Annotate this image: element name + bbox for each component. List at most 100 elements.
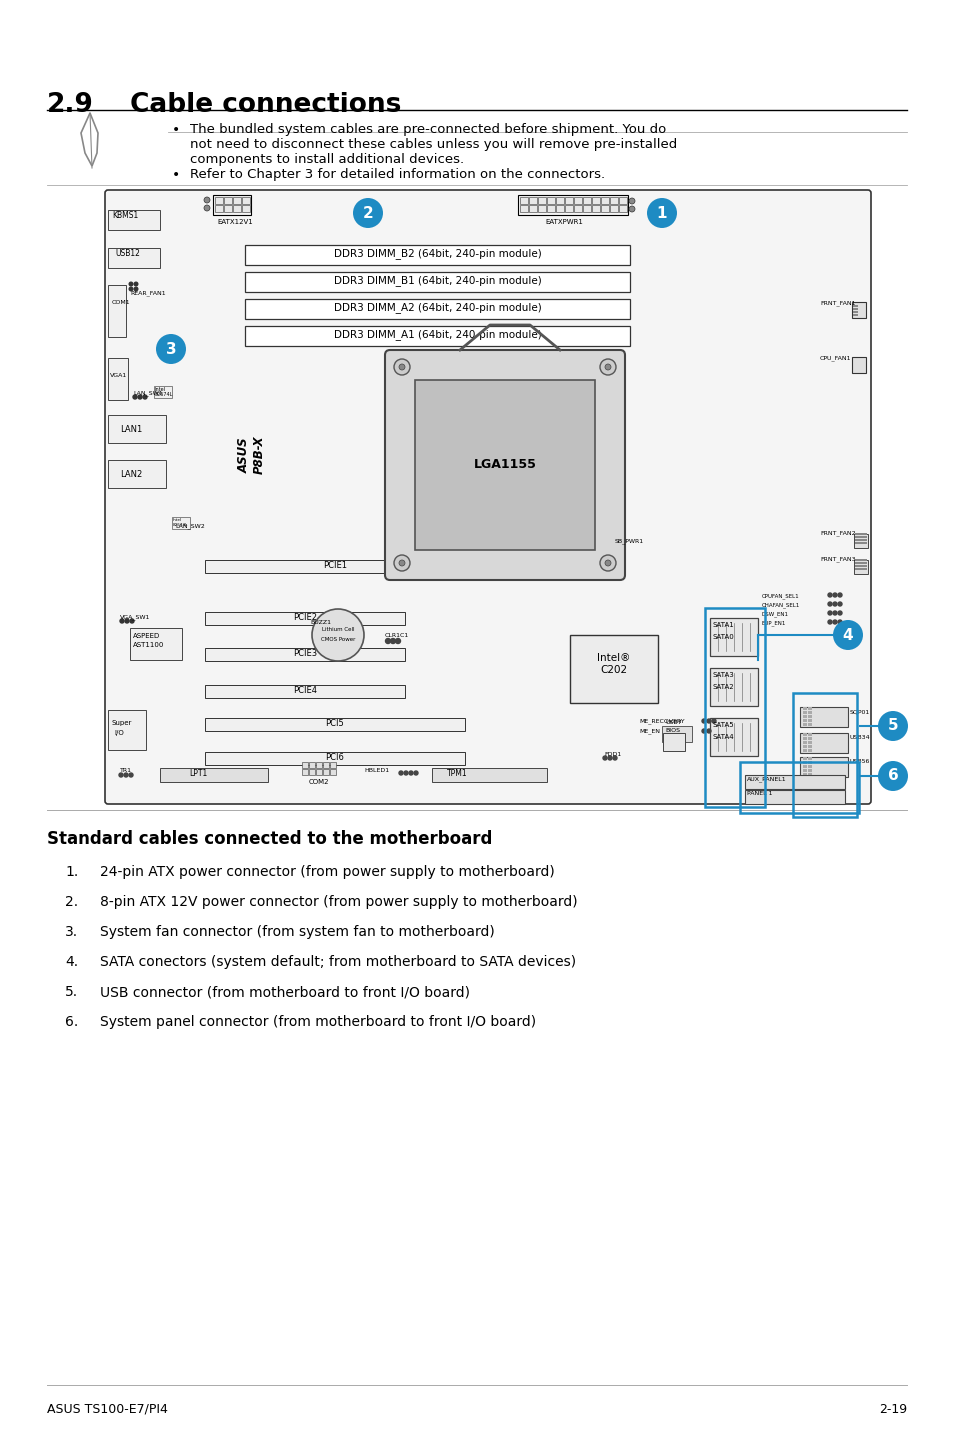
- Circle shape: [610, 541, 617, 546]
- Circle shape: [124, 774, 128, 777]
- Text: REAR_FAN1: REAR_FAN1: [130, 290, 166, 296]
- Bar: [330, 769, 335, 775]
- Bar: [245, 244, 629, 265]
- Text: FRNT_FAN2: FRNT_FAN2: [820, 531, 855, 536]
- Bar: [807, 756, 811, 761]
- Circle shape: [134, 288, 137, 290]
- Text: USB12: USB12: [115, 249, 140, 257]
- Text: VGA_SW1: VGA_SW1: [120, 614, 151, 620]
- Bar: [323, 762, 329, 768]
- Bar: [807, 765, 811, 768]
- Text: 2-19: 2-19: [878, 1403, 906, 1416]
- Circle shape: [832, 620, 862, 650]
- Circle shape: [827, 592, 831, 597]
- Bar: [854, 533, 866, 535]
- Text: 6.: 6.: [65, 1015, 78, 1030]
- Bar: [302, 762, 308, 768]
- Text: System panel connector (from motherboard to front I/O board): System panel connector (from motherboard…: [100, 1015, 536, 1030]
- Text: 5.: 5.: [65, 985, 78, 999]
- Bar: [205, 718, 464, 731]
- Circle shape: [385, 638, 390, 643]
- Text: VGA1: VGA1: [110, 372, 127, 378]
- Bar: [800, 707, 847, 728]
- Bar: [852, 305, 857, 306]
- Bar: [854, 565, 866, 567]
- Bar: [546, 197, 555, 204]
- Text: EATXPWR1: EATXPWR1: [544, 219, 582, 224]
- Text: PANEL 1: PANEL 1: [746, 791, 772, 797]
- Circle shape: [129, 282, 132, 286]
- Bar: [802, 723, 806, 726]
- Text: SATA0: SATA0: [712, 634, 734, 640]
- Circle shape: [613, 756, 617, 761]
- Bar: [802, 765, 806, 768]
- Text: AUX_PANEL1: AUX_PANEL1: [746, 777, 786, 782]
- Bar: [802, 710, 806, 715]
- Circle shape: [832, 592, 836, 597]
- Bar: [323, 769, 329, 775]
- Circle shape: [607, 756, 612, 761]
- Bar: [802, 756, 806, 761]
- Bar: [205, 752, 464, 765]
- Text: LGA1155: LGA1155: [473, 459, 536, 472]
- Circle shape: [138, 395, 142, 398]
- Bar: [245, 299, 629, 319]
- Bar: [108, 285, 126, 336]
- Bar: [807, 715, 811, 718]
- Text: TPM1: TPM1: [446, 769, 467, 778]
- Bar: [802, 769, 806, 772]
- Text: ASUS
P8B-X: ASUS P8B-X: [237, 436, 266, 475]
- Circle shape: [132, 395, 137, 398]
- Bar: [415, 380, 595, 549]
- Circle shape: [156, 334, 186, 364]
- FancyBboxPatch shape: [851, 357, 865, 372]
- Bar: [854, 539, 866, 541]
- Text: 2.: 2.: [65, 894, 78, 909]
- Text: KBMS1: KBMS1: [112, 211, 138, 220]
- Bar: [546, 206, 555, 211]
- Bar: [709, 718, 758, 756]
- Bar: [405, 558, 424, 575]
- Text: C202: C202: [599, 664, 627, 674]
- Text: COM1: COM1: [112, 301, 131, 305]
- Bar: [807, 761, 811, 764]
- Circle shape: [129, 288, 132, 290]
- Bar: [205, 649, 405, 661]
- Circle shape: [403, 771, 408, 775]
- Bar: [160, 768, 268, 782]
- Bar: [224, 197, 232, 204]
- Bar: [519, 206, 527, 211]
- Bar: [214, 197, 223, 204]
- Circle shape: [604, 364, 610, 370]
- Bar: [564, 197, 573, 204]
- Text: LAN_SW1: LAN_SW1: [132, 390, 162, 395]
- Bar: [800, 733, 847, 754]
- Circle shape: [134, 282, 137, 286]
- Text: 82574L: 82574L: [172, 523, 188, 526]
- Text: 6: 6: [886, 768, 898, 784]
- Bar: [153, 385, 172, 398]
- Bar: [807, 738, 811, 741]
- Bar: [205, 559, 464, 572]
- Bar: [852, 313, 857, 316]
- Text: components to install additional devices.: components to install additional devices…: [190, 152, 464, 165]
- Text: Refer to Chapter 3 for detailed information on the connectors.: Refer to Chapter 3 for detailed informat…: [190, 168, 604, 181]
- Bar: [574, 206, 581, 211]
- Bar: [537, 206, 545, 211]
- Text: LAN1: LAN1: [120, 426, 142, 434]
- Text: •: •: [172, 168, 180, 183]
- Text: SB_PWR1: SB_PWR1: [615, 538, 643, 544]
- Circle shape: [398, 771, 402, 775]
- Bar: [852, 308, 857, 311]
- Circle shape: [832, 603, 836, 605]
- Bar: [800, 756, 847, 777]
- Circle shape: [827, 611, 831, 615]
- Bar: [564, 206, 573, 211]
- Text: TR1: TR1: [120, 768, 132, 774]
- Text: EATX12V1: EATX12V1: [216, 219, 253, 224]
- Bar: [853, 559, 867, 574]
- Text: CPUFAN_SEL1: CPUFAN_SEL1: [761, 592, 799, 598]
- Circle shape: [599, 555, 616, 571]
- Bar: [618, 197, 626, 204]
- Text: PCIE1: PCIE1: [323, 561, 347, 569]
